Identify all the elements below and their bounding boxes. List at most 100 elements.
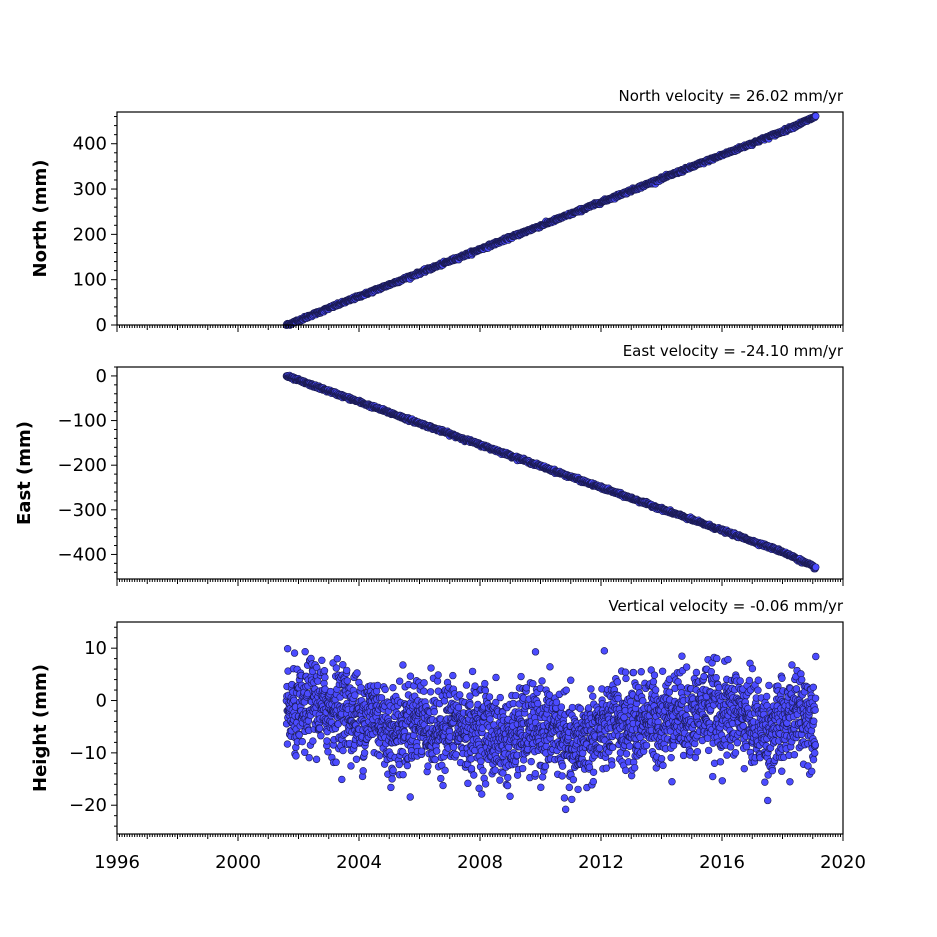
panel-3-point (420, 679, 428, 687)
panel-3-point (360, 749, 369, 757)
panel-3-point (512, 691, 520, 700)
panel-3-point (318, 656, 326, 665)
panel-3-point (424, 762, 432, 770)
panel-3-point (437, 774, 445, 783)
panel-3-point (538, 773, 547, 781)
panel-3-point (389, 766, 397, 774)
panel-3-point (464, 779, 472, 788)
panel-3-point (283, 740, 292, 748)
panel-3-point (320, 666, 329, 675)
panel-3-point (503, 781, 512, 790)
panel-3-point (470, 771, 478, 779)
panel-1-ytick-label: 100 (73, 270, 107, 291)
panel-3-point (485, 693, 494, 701)
panel-3-point (546, 663, 554, 671)
panel-1-ytick-label: 0 (96, 315, 107, 336)
panel-3-point (477, 757, 485, 765)
panel-3-point (456, 691, 464, 699)
panel-1-point (812, 112, 820, 120)
panel-3-point (496, 776, 504, 784)
panel-3-point (338, 775, 346, 784)
panel-3-point (491, 766, 499, 774)
panel-2-ytick-label: −400 (58, 544, 107, 565)
panel-3-point (481, 679, 489, 688)
panel-3-point (433, 747, 441, 755)
panel-3-point (343, 677, 351, 685)
panel-3-point (359, 767, 367, 775)
panel-3-point (395, 760, 403, 769)
panel-3-point (381, 685, 389, 694)
panel-2-ytick-label: 0 (96, 366, 107, 387)
panel-3-point (312, 755, 321, 764)
panel-3-point (517, 672, 525, 681)
panel-3-point (496, 693, 504, 702)
panel-3-point (332, 758, 340, 766)
panel-3-point (434, 671, 442, 679)
panel-3-point (486, 715, 494, 723)
panel-2-point (812, 563, 820, 571)
panel-3-point (504, 773, 512, 782)
panel-1-ylabel: North (mm) (30, 160, 51, 278)
panel-3-point (441, 766, 449, 775)
panel-3-point (353, 669, 361, 677)
panel-3-point (333, 655, 342, 663)
panel-3-point (347, 762, 355, 770)
panel-1-ytick-label: 300 (73, 179, 107, 200)
panel-3-point (531, 769, 539, 778)
panel-3-point (427, 664, 435, 672)
panel-3-point (420, 687, 428, 695)
panel-3-point (309, 737, 317, 745)
panel-3-point (406, 672, 415, 680)
panel-3-point (449, 671, 457, 680)
panel-3-point (492, 673, 500, 682)
panel-3-point (399, 770, 407, 779)
panel-3-point (332, 664, 340, 672)
panel-3-point (433, 677, 442, 685)
panel-3-point (342, 666, 351, 675)
panel-3-point (479, 767, 487, 775)
panel-3-point (467, 755, 475, 763)
panel-3-point (301, 647, 309, 656)
panel-3-point (395, 677, 404, 685)
panel-3-point (468, 667, 477, 676)
panel-3-point (298, 737, 306, 746)
panel-2-ytick-label: −100 (58, 411, 107, 432)
panel-3-point (373, 681, 382, 690)
panel-2-ylabel: East (mm) (14, 421, 35, 525)
panel-3-point (290, 649, 299, 657)
panel-3-point (538, 677, 546, 685)
panel-1-frame (116, 111, 844, 326)
panel-3-point (431, 755, 439, 764)
panel-3-point (439, 781, 447, 790)
panel-3-point (292, 752, 300, 760)
panel-3-point (352, 755, 361, 763)
panel-1-ytick-label: 200 (73, 224, 107, 245)
panel-2-title: East velocity = -24.10 mm/yr (623, 342, 844, 360)
panel-3-point (557, 703, 566, 711)
panel-3-point (317, 732, 325, 740)
panel-2-ytick-label: −300 (58, 500, 107, 521)
panel-3-point (519, 756, 528, 764)
panel-3-point (323, 737, 331, 745)
panel-3-point (537, 783, 545, 792)
panel-3-point (305, 753, 313, 762)
panel-3-point (339, 746, 347, 755)
panel-3-point (388, 775, 396, 783)
panel-2-ytick-label: −200 (58, 455, 107, 476)
panel-3-point (426, 688, 435, 696)
panel-3-point (527, 757, 535, 766)
panel-3-point (558, 772, 566, 780)
panel-3-point (467, 764, 476, 773)
panel-3-point (452, 750, 460, 759)
panel-1-title: North velocity = 26.02 mm/yr (619, 87, 844, 105)
panel-3-point (389, 683, 397, 692)
panel-3-point (534, 699, 542, 708)
panel-3-point (454, 703, 463, 712)
panel-3-point (321, 673, 329, 682)
panel-3-point (399, 661, 407, 669)
panel-3-point (531, 648, 540, 656)
panel-3-point (481, 686, 490, 695)
panel-3-point (466, 701, 474, 709)
panel-1-ytick-label: 400 (73, 134, 107, 155)
